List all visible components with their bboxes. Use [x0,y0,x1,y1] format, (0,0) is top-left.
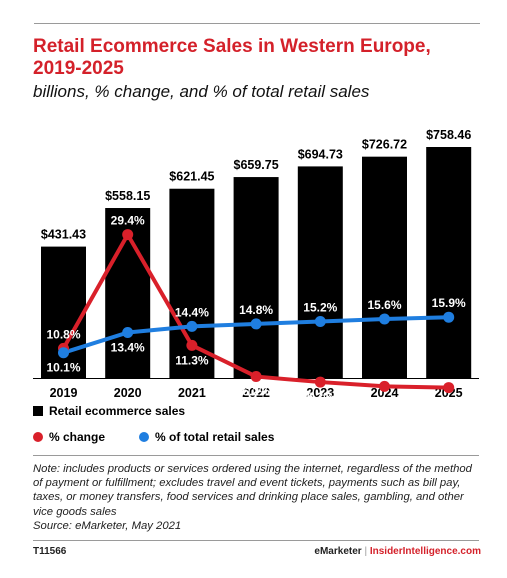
share-point-2022 [250,318,262,330]
bar-value-label-2023: $694.73 [298,147,343,161]
share-label-2020: 13.4% [111,340,145,354]
bar-2022 [233,177,279,378]
change-label-2024: 4.6% [371,394,399,400]
x-tick-label-2020: 2020 [114,386,142,400]
bar-2024 [362,156,407,378]
legend-item-change: % change [33,430,105,444]
bar-value-label-2025: $758.46 [426,128,471,142]
legend-label-sales: Retail ecommerce sales [49,404,186,418]
share-point-2020 [122,326,134,338]
bar-2025 [426,147,472,378]
legend-swatch-change [33,432,43,442]
share-label-2025: 15.9% [432,296,466,310]
change-label-2020: 29.4% [111,214,145,228]
change-label-2025: 4.4% [435,396,463,400]
legend-label-share: % of total retail sales [155,430,275,444]
change-point-2022 [250,371,262,383]
share-point-2019 [58,347,69,359]
x-tick-label-2022: 2022 [242,386,270,400]
legend-row-lines: % change % of total retail sales [33,430,308,444]
change-label-2021: 11.3% [175,353,209,367]
bar-value-label-2020: $558.15 [105,189,150,203]
share-point-2024 [379,313,390,325]
chart-id: T11566 [33,546,67,557]
share-point-2021 [186,320,198,332]
chart-title: Retail Ecommerce Sales in Western Europe… [33,36,431,79]
legend-swatch-share [139,432,150,442]
share-label-2021: 14.4% [175,305,209,319]
bar-2019 [41,246,86,378]
brand-separator: | [364,546,368,557]
x-tick-label-2019: 2019 [50,386,78,400]
brand-insider: InsiderIntelligence.com [369,546,481,557]
share-label-2024: 15.6% [367,298,401,312]
share-label-2019: 10.1% [46,361,80,375]
bar-2023 [297,166,343,378]
x-tick-label-2023: 2023 [306,386,334,400]
share-point-2023 [314,315,326,327]
change-label-2019: 10.8% [46,327,80,341]
change-label-2023: 5.3% [307,390,335,400]
brand-emarketer: eMarketer [314,546,362,557]
share-label-2023: 15.2% [303,300,337,314]
x-tick-label-2021: 2021 [178,386,206,400]
footer-divider [33,540,479,541]
top-rule [34,23,480,24]
bar-value-label-2019: $431.43 [41,228,86,242]
legend-label-change: % change [49,430,106,444]
change-point-2023 [314,376,326,388]
footnote-source: Source: eMarketer, May 2021 [33,519,182,532]
x-tick-label-2024: 2024 [371,386,399,400]
footnote: Note: includes products or services orde… [33,462,481,533]
change-point-2024 [379,380,390,392]
footnote-text: Note: includes products or services orde… [33,463,472,518]
change-label-2022: 6.2% [242,385,270,399]
change-point-2020 [122,229,134,241]
note-divider [33,455,479,456]
change-point-2021 [186,339,198,351]
share-label-2022: 14.8% [239,303,273,317]
bar-value-label-2022: $659.75 [234,158,279,172]
bar-value-label-2024: $726.72 [362,138,407,152]
legend-item-share: % of total retail sales [139,430,274,444]
change-point-2025 [443,382,455,394]
combo-chart: $431.43 $558.15 $621.45 $659.75 $694.73 $726.… [33,128,479,400]
bar-value-label-2021: $621.45 [169,170,214,184]
share-point-2025 [443,311,455,323]
chart-subtitle: billions, % change, and % of total retai… [33,82,370,101]
legend-row-bars: Retail ecommerce sales [33,404,219,418]
footer-brand: eMarketer | InsiderIntelligence.com [314,546,481,557]
legend-swatch-sales [33,406,43,416]
legend-item-sales: Retail ecommerce sales [33,404,185,418]
